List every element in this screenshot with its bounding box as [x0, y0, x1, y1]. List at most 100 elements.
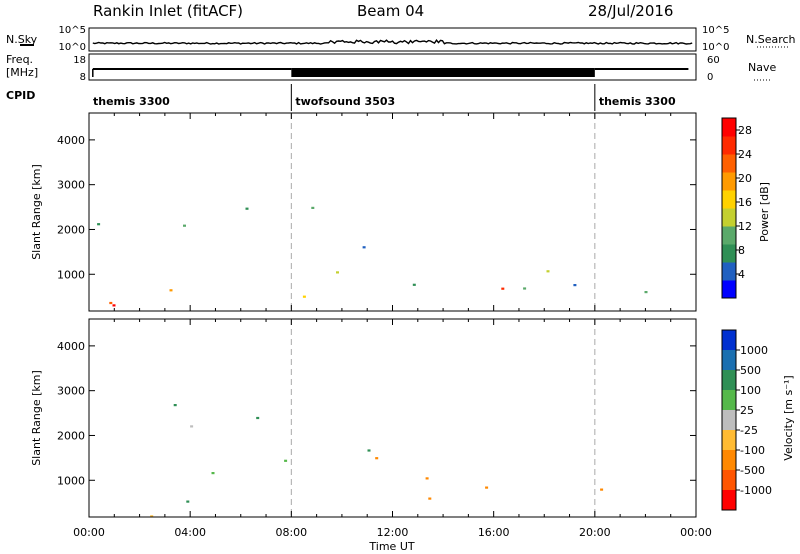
velocity-colorbar-tick-label: -25	[740, 424, 758, 437]
x-tick-label: 16:00	[478, 526, 510, 539]
scatter-cell	[256, 416, 260, 420]
x-tick-label: 04:00	[174, 526, 206, 539]
velocity-colorbar: 1000 500 100 25 -25 -100 -500 -1000	[721, 329, 772, 511]
velocity-colorbar-swatch	[722, 470, 736, 491]
y-tick-label: 1000	[57, 268, 85, 281]
scatter-cell	[109, 301, 113, 305]
velocity-colorbar-swatch	[722, 330, 736, 351]
power-colorbar-tick-label: 20	[738, 172, 752, 185]
scatter-cell	[150, 515, 154, 518]
y-tick-label: 3000	[57, 179, 85, 192]
scatter-cell	[367, 449, 371, 452]
scatter-cell	[302, 295, 306, 298]
scatter-cell	[173, 404, 177, 407]
power-colorbar-tick-label: 16	[738, 196, 752, 209]
x-tick-label: 12:00	[377, 526, 409, 539]
nsearch-tick-top: 10^5	[702, 25, 729, 36]
velocity-colorbar-swatch	[722, 410, 736, 431]
velocity-colorbar-tick-label: 25	[740, 404, 754, 417]
power-colorbar: 4 8 12 16 20 24 28	[721, 117, 752, 299]
nsky-tick-top: 10^5	[59, 25, 86, 36]
cpid-segment-label: themis 3300	[599, 95, 676, 108]
power-colorbar-swatch	[722, 280, 736, 299]
power-colorbar-tick-label: 4	[738, 268, 745, 281]
x-tick-label: 00:00	[680, 526, 712, 539]
y-tick-label: 4000	[57, 134, 85, 147]
freq-strip-frame	[88, 53, 697, 81]
power-colorbar-tick-label: 8	[738, 244, 745, 257]
power-colorbar-swatch	[722, 172, 736, 191]
freq-tick-bottom: 8	[80, 72, 86, 83]
velocity-frame	[88, 318, 697, 518]
scatter-cell	[245, 207, 249, 210]
freq-trace	[92, 68, 689, 77]
velocity-colorbar-swatch	[722, 370, 736, 391]
freq-band-b	[291, 68, 595, 77]
nsky-trace	[92, 39, 693, 45]
power-colorbar-swatch	[722, 244, 736, 263]
x-tick-label: 20:00	[579, 526, 611, 539]
nsky-tick-bottom: 10^0	[59, 42, 86, 53]
scatter-cell	[186, 500, 190, 503]
scatter-cell	[112, 304, 116, 307]
power-colorbar-swatch	[722, 118, 736, 137]
cpid-segments: themis 3300 twofsound 3503 themis 3300	[93, 84, 676, 111]
velocity-colorbar-swatch	[722, 490, 736, 511]
velocity-colorbar-swatch	[722, 390, 736, 411]
freq-label-bottom: [MHz]	[6, 66, 38, 79]
velocity-ylabel: Slant Range [km]	[30, 370, 43, 466]
nave-label: Nave	[748, 61, 776, 74]
velocity-colorbar-tick-label: 100	[740, 384, 761, 397]
y-tick-label: 1000	[57, 474, 85, 487]
x-tick-label: 00:00	[73, 526, 105, 539]
velocity-colorbar-tick-label: 500	[740, 364, 761, 377]
power-scatter	[97, 206, 648, 307]
velocity-colorbar-tick-label: -500	[740, 464, 765, 477]
power-colorbar-tick-label: 28	[738, 124, 752, 137]
velocity-scatter	[150, 404, 604, 518]
nsearch-tick-bottom: 10^0	[702, 42, 729, 53]
scatter-cell	[546, 270, 550, 273]
power-colorbar-frame	[721, 117, 737, 299]
y-tick-label: 3000	[57, 385, 85, 398]
velocity-panel: 1000 2000 3000 4000 Slant Range [km]	[30, 318, 697, 518]
velocity-axes: 1000 2000 3000 4000	[57, 319, 697, 517]
velocity-colorbar-swatch	[722, 450, 736, 471]
power-colorbar-swatch	[722, 226, 736, 245]
scatter-cell	[485, 486, 489, 489]
power-colorbar-swatch	[722, 262, 736, 281]
scatter-cell	[311, 206, 315, 209]
velocity-colorbar-swatch	[722, 350, 736, 371]
beam-title: Beam 04	[357, 2, 424, 20]
cpid-segment-label: twofsound 3503	[295, 95, 395, 108]
freq-tick-top: 18	[73, 55, 86, 66]
power-ylabel: Slant Range [km]	[30, 164, 43, 260]
power-colorbar-tick-label: 12	[738, 220, 752, 233]
x-axis-label: Time UT	[368, 540, 414, 553]
scatter-cell	[375, 457, 379, 460]
scatter-cell	[501, 287, 505, 290]
power-colorbar-swatch	[722, 190, 736, 209]
velocity-colorbar-label: Velocity [m s⁻¹]	[782, 375, 795, 460]
nsky-label: N.Sky	[6, 33, 38, 46]
power-axes: 1000 2000 3000 4000	[57, 113, 697, 311]
date-title: 28/Jul/2016	[588, 2, 673, 20]
cpid-segment-label: themis 3300	[93, 95, 170, 108]
nave-tick-bottom: 0	[707, 72, 713, 83]
scatter-cell	[336, 271, 339, 274]
velocity-colorbar-tick-label: -100	[740, 444, 765, 457]
scatter-cell	[600, 488, 604, 491]
power-colorbar-tick-label: 24	[738, 148, 752, 161]
x-tick-labels: 00:00 04:00 08:00 12:00 16:00 20:00 00:00	[73, 526, 712, 539]
power-panel: 1000 2000 3000 4000 Slant Range [km]	[30, 112, 697, 312]
velocity-colorbar-tick-label: -1000	[740, 484, 772, 497]
power-colorbar-swatch	[722, 208, 736, 227]
scatter-cell	[425, 477, 429, 480]
power-colorbar-swatch	[722, 136, 736, 155]
velocity-colorbar-tick-label: 1000	[740, 344, 768, 357]
power-colorbar-swatch	[722, 154, 736, 173]
cpid-label: CPID	[6, 89, 35, 102]
nave-tick-top: 60	[707, 55, 720, 66]
scatter-cell	[362, 246, 366, 249]
